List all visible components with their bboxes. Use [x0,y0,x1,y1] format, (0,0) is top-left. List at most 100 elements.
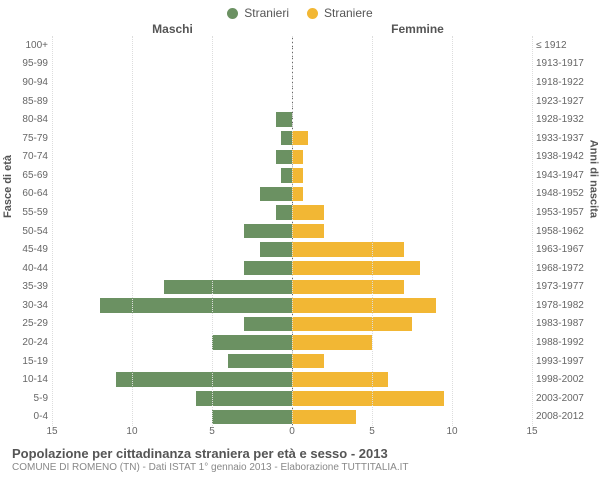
birth-label: 1978-1982 [536,296,590,315]
birth-label: 1973-1977 [536,278,590,297]
age-label: 60-64 [10,185,48,204]
age-label: 85-89 [10,92,48,111]
gridline [212,36,213,426]
legend-label-female: Straniere [324,6,373,20]
y-left-labels: 100+95-9990-9485-8980-8475-7970-7465-696… [10,36,52,426]
bar-male [281,131,292,145]
age-label: 80-84 [10,110,48,129]
header-male: Maschi [0,22,295,36]
chart-container: Stranieri Straniere Maschi Femmine Fasce… [0,0,600,500]
birth-label: 1963-1967 [536,240,590,259]
bar-male [276,205,292,219]
age-label: 5-9 [10,389,48,408]
x-tick-label: 5 [369,426,375,437]
bar-female [292,131,308,145]
age-label: 90-94 [10,73,48,92]
x-axis: 15 10 5 0 5 10 15 [10,426,590,442]
age-label: 25-29 [10,315,48,334]
x-tick-label: 15 [526,426,537,437]
birth-label: 1918-1922 [536,73,590,92]
birth-label: 1953-1957 [536,203,590,222]
birth-label: 1933-1937 [536,129,590,148]
birth-label: 1998-2002 [536,370,590,389]
legend-item-male: Stranieri [227,6,289,20]
bar-male [276,150,292,164]
birth-label: 1983-1987 [536,315,590,334]
chart-subtitle: COMUNE DI ROMENO (TN) - Dati ISTAT 1° ge… [12,462,588,473]
age-label: 70-74 [10,147,48,166]
age-label: 40-44 [10,259,48,278]
bar-female [292,298,436,312]
bar-male [212,335,292,349]
legend-item-female: Straniere [307,6,373,20]
legend-swatch-female [307,8,318,19]
gridline [532,36,533,426]
birth-label: 1988-1992 [536,333,590,352]
gridline [132,36,133,426]
birth-label: 1943-1947 [536,166,590,185]
age-label: 65-69 [10,166,48,185]
bar-male [100,298,292,312]
age-label: 45-49 [10,240,48,259]
birth-label: 1993-1997 [536,352,590,371]
bar-female [292,410,356,424]
bar-female [292,317,412,331]
legend: Stranieri Straniere [0,0,600,20]
footer: Popolazione per cittadinanza straniera p… [0,442,600,473]
birth-label: 2003-2007 [536,389,590,408]
age-label: 35-39 [10,278,48,297]
age-label: 10-14 [10,370,48,389]
x-tick-label: 15 [46,426,57,437]
birth-label: 1958-1962 [536,222,590,241]
plot [52,36,532,426]
bar-female [292,224,324,238]
bar-male [244,224,292,238]
bar-male [116,372,292,386]
age-label: 15-19 [10,352,48,371]
bar-female [292,391,444,405]
gridline [52,36,53,426]
bar-female [292,261,420,275]
age-label: 95-99 [10,55,48,74]
bar-female [292,187,303,201]
bar-male [260,187,292,201]
x-tick-label: 10 [446,426,457,437]
birth-label: 2008-2012 [536,408,590,427]
birth-label: ≤ 1912 [536,36,590,55]
bar-female [292,280,404,294]
bar-female [292,205,324,219]
birth-label: 1938-1942 [536,147,590,166]
x-ticks: 15105051015 [52,426,532,442]
age-label: 75-79 [10,129,48,148]
age-label: 30-34 [10,296,48,315]
birth-label: 1928-1932 [536,110,590,129]
age-label: 50-54 [10,222,48,241]
legend-swatch-male [227,8,238,19]
x-tick-label: 5 [209,426,215,437]
bar-male [212,410,292,424]
gridline [452,36,453,426]
birth-label: 1948-1952 [536,185,590,204]
bar-male [281,168,292,182]
bar-female [292,168,303,182]
bar-female [292,150,303,164]
x-tick-label: 10 [126,426,137,437]
bar-male [164,280,292,294]
bar-female [292,354,324,368]
bar-male [276,112,292,126]
bar-male [228,354,292,368]
chart-area: 100+95-9990-9485-8980-8475-7970-7465-696… [10,36,590,426]
bar-female [292,372,388,386]
bar-female [292,242,404,256]
gridline [292,36,293,426]
bar-male [244,261,292,275]
age-label: 20-24 [10,333,48,352]
x-tick-label: 0 [289,426,295,437]
bar-female [292,335,372,349]
bar-male [260,242,292,256]
bar-male [196,391,292,405]
age-label: 100+ [10,36,48,55]
age-label: 55-59 [10,203,48,222]
chart-title: Popolazione per cittadinanza straniera p… [12,446,588,461]
legend-label-male: Stranieri [244,6,289,20]
